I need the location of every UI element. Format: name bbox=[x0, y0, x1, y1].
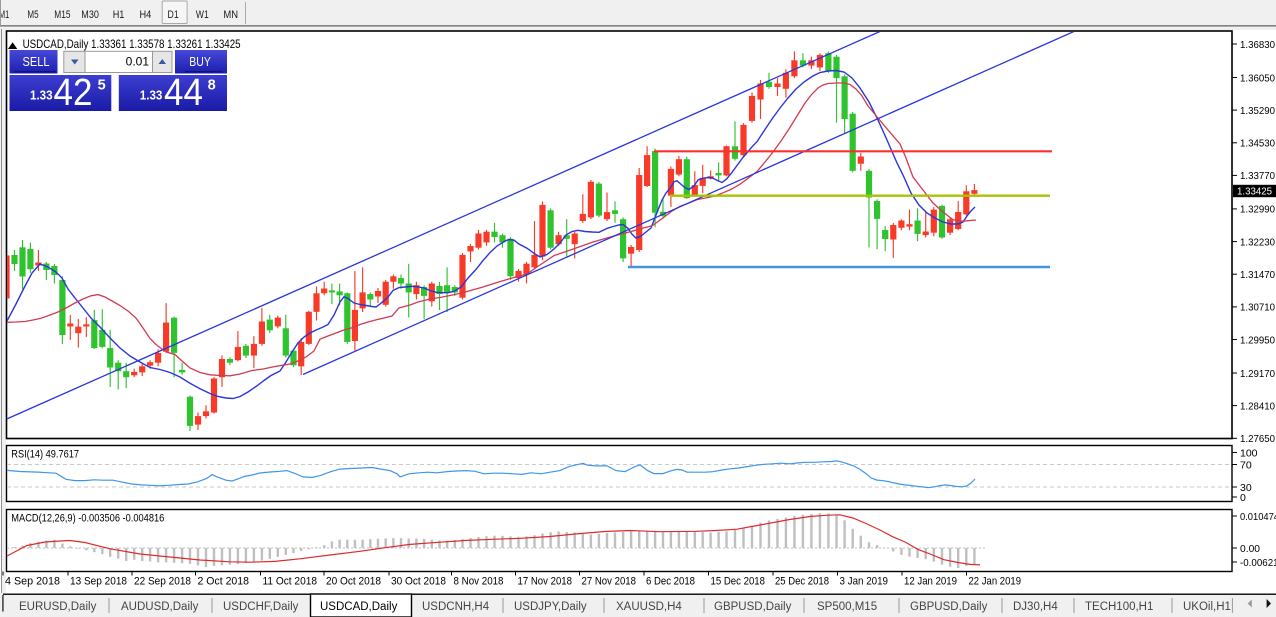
svg-text:1.33: 1.33 bbox=[140, 89, 163, 103]
svg-text:12 Jan 2019: 12 Jan 2019 bbox=[904, 576, 957, 588]
svg-text:1.28410: 1.28410 bbox=[1240, 400, 1275, 412]
svg-text:TECH100,H1: TECH100,H1 bbox=[1085, 601, 1153, 613]
svg-text:MN: MN bbox=[223, 9, 238, 21]
svg-text:USDJPY,Daily: USDJPY,Daily bbox=[514, 601, 587, 613]
svg-text:M1: M1 bbox=[0, 9, 9, 21]
svg-text:3 Jan 2019: 3 Jan 2019 bbox=[840, 576, 889, 588]
svg-text:1.33425: 1.33425 bbox=[1237, 186, 1272, 198]
svg-text:GBPUSD,Daily: GBPUSD,Daily bbox=[714, 601, 792, 613]
svg-text:GBPUSD,Daily: GBPUSD,Daily bbox=[910, 601, 988, 613]
svg-text:D1: D1 bbox=[168, 9, 179, 21]
svg-text:22 Jan 2019: 22 Jan 2019 bbox=[969, 576, 1022, 588]
svg-text:1.32230: 1.32230 bbox=[1240, 236, 1275, 248]
svg-text:1.36050: 1.36050 bbox=[1240, 72, 1275, 84]
svg-text:1.29950: 1.29950 bbox=[1240, 334, 1275, 346]
svg-text:27 Nov 2018: 27 Nov 2018 bbox=[582, 576, 637, 588]
svg-text:M15: M15 bbox=[54, 9, 70, 21]
svg-text:USDCNH,H4: USDCNH,H4 bbox=[422, 601, 490, 613]
svg-text:70: 70 bbox=[1240, 459, 1252, 471]
svg-text:1.32990: 1.32990 bbox=[1240, 204, 1275, 216]
svg-text:USDCAD,Daily: USDCAD,Daily bbox=[320, 601, 398, 613]
svg-text:1.34530: 1.34530 bbox=[1240, 138, 1275, 150]
svg-text:1.31470: 1.31470 bbox=[1240, 269, 1275, 281]
svg-text:2 Oct 2018: 2 Oct 2018 bbox=[198, 576, 250, 588]
svg-text:1.30710: 1.30710 bbox=[1240, 302, 1275, 314]
svg-text:100: 100 bbox=[1240, 447, 1258, 459]
svg-text:4 Sep 2018: 4 Sep 2018 bbox=[5, 576, 60, 588]
svg-text:20 Oct 2018: 20 Oct 2018 bbox=[326, 576, 381, 588]
svg-text:0.01: 0.01 bbox=[126, 55, 150, 69]
svg-text:8: 8 bbox=[208, 78, 216, 94]
svg-text:0.00: 0.00 bbox=[1240, 543, 1260, 555]
svg-text:SP500,M15: SP500,M15 bbox=[817, 601, 877, 613]
svg-text:W1: W1 bbox=[196, 9, 209, 21]
svg-text:USDCAD,Daily 1.33361 1.33578: USDCAD,Daily 1.33361 1.33578 1.33261 1.3… bbox=[23, 37, 241, 51]
svg-text:1.36830: 1.36830 bbox=[1240, 39, 1275, 51]
svg-text:5: 5 bbox=[98, 78, 106, 94]
svg-text:M30: M30 bbox=[81, 9, 99, 21]
svg-text:30 Oct 2018: 30 Oct 2018 bbox=[391, 576, 446, 588]
svg-text:UKOil,H1: UKOil,H1 bbox=[1183, 601, 1231, 613]
svg-text:1.29170: 1.29170 bbox=[1240, 368, 1275, 380]
svg-text:-0.006218: -0.006218 bbox=[1240, 557, 1276, 569]
svg-text:15 Dec 2018: 15 Dec 2018 bbox=[711, 576, 766, 588]
svg-text:AUDUSD,Daily: AUDUSD,Daily bbox=[121, 601, 199, 613]
svg-text:USDCHF,Daily: USDCHF,Daily bbox=[223, 601, 299, 613]
svg-text:SELL: SELL bbox=[23, 54, 50, 69]
svg-text:XAUUSD,H4: XAUUSD,H4 bbox=[616, 601, 682, 613]
svg-text:25 Dec 2018: 25 Dec 2018 bbox=[775, 576, 829, 588]
svg-text:17 Nov 2018: 17 Nov 2018 bbox=[518, 576, 573, 588]
svg-text:44: 44 bbox=[164, 72, 203, 114]
svg-text:H4: H4 bbox=[140, 9, 152, 21]
svg-text:DJ30,H4: DJ30,H4 bbox=[1013, 601, 1058, 613]
svg-text:1.35290: 1.35290 bbox=[1240, 105, 1275, 117]
svg-text:22 Sep 2018: 22 Sep 2018 bbox=[134, 576, 191, 588]
svg-text:0: 0 bbox=[1240, 492, 1246, 504]
svg-text:0.010474: 0.010474 bbox=[1240, 511, 1276, 523]
svg-text:BUY: BUY bbox=[189, 54, 211, 69]
svg-text:42: 42 bbox=[54, 72, 93, 114]
svg-text:M5: M5 bbox=[27, 9, 38, 21]
svg-text:8 Nov 2018: 8 Nov 2018 bbox=[454, 576, 504, 588]
svg-text:H1: H1 bbox=[113, 9, 125, 21]
svg-text:1.33: 1.33 bbox=[30, 89, 53, 103]
svg-text:EURUSD,Daily: EURUSD,Daily bbox=[19, 601, 97, 613]
svg-text:13 Sep 2018: 13 Sep 2018 bbox=[70, 576, 127, 588]
svg-text:6 Dec 2018: 6 Dec 2018 bbox=[646, 576, 695, 588]
svg-text:1.33770: 1.33770 bbox=[1240, 170, 1275, 182]
svg-text:1.27650: 1.27650 bbox=[1240, 433, 1275, 445]
svg-text:MACD(12,26,9) -0.003506 -0.004: MACD(12,26,9) -0.003506 -0.004816 bbox=[11, 513, 164, 525]
svg-text:11 Oct 2018: 11 Oct 2018 bbox=[263, 576, 318, 588]
svg-text:30: 30 bbox=[1240, 482, 1252, 494]
svg-text:RSI(14) 49.7617: RSI(14) 49.7617 bbox=[11, 449, 79, 461]
